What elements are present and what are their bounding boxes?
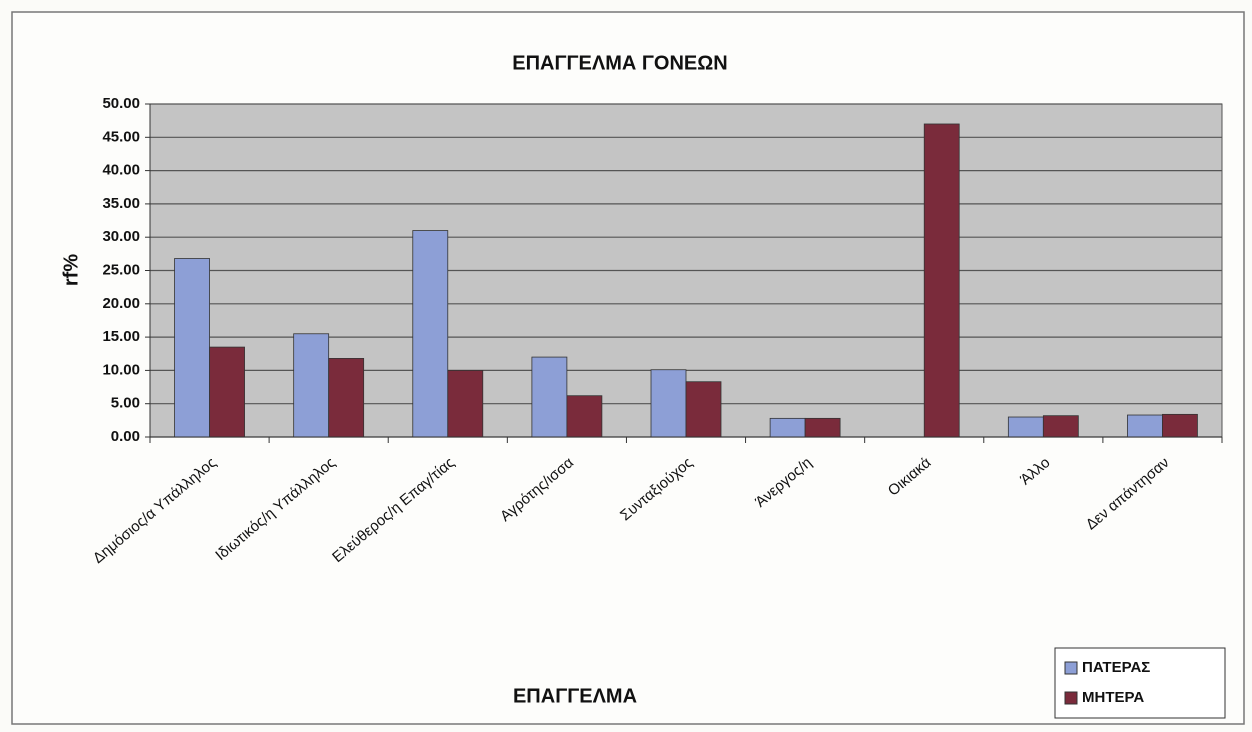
- legend: [1054, 647, 1226, 719]
- y-tick-label: 50.00: [102, 95, 140, 112]
- bar: [174, 258, 210, 438]
- bar: [447, 369, 484, 438]
- y-tick-label: 40.00: [102, 162, 140, 179]
- bar: [209, 346, 245, 438]
- y-tick-label: 10.00: [102, 361, 140, 378]
- bar: [1042, 415, 1079, 438]
- y-tick-label: 30.00: [102, 228, 140, 245]
- legend-label: ΜΗΤΕΡΑ: [1082, 689, 1144, 706]
- y-tick-label: 20.00: [102, 295, 140, 312]
- bar: [412, 230, 449, 438]
- bar: [685, 381, 722, 438]
- bar: [328, 358, 365, 438]
- legend-swatch: [1064, 661, 1078, 675]
- bar: [1127, 414, 1163, 438]
- legend-swatch: [1064, 691, 1078, 705]
- x-axis-label: ΕΠΑΓΓΕΛΜΑ: [513, 685, 637, 707]
- bar: [531, 356, 568, 438]
- bar: [1007, 416, 1044, 438]
- chart-title: ΕΠΑΓΓΕΛΜΑ ΓΟΝΕΩΝ: [512, 52, 727, 74]
- y-tick-label: 5.00: [111, 395, 140, 412]
- bar: [650, 369, 687, 438]
- bar: [923, 123, 960, 438]
- y-tick-label: 0.00: [111, 428, 140, 445]
- y-tick-label: 45.00: [102, 128, 140, 145]
- bar: [804, 417, 841, 438]
- y-axis-label: rf%: [60, 254, 82, 286]
- bar: [566, 395, 603, 438]
- y-tick-label: 35.00: [102, 195, 140, 212]
- bar: [1162, 413, 1198, 438]
- legend-label: ΠΑΤΕΡΑΣ: [1082, 659, 1150, 676]
- y-tick-label: 15.00: [102, 328, 140, 345]
- bar: [293, 333, 330, 438]
- y-tick-label: 25.00: [102, 261, 140, 278]
- bar: [769, 417, 806, 438]
